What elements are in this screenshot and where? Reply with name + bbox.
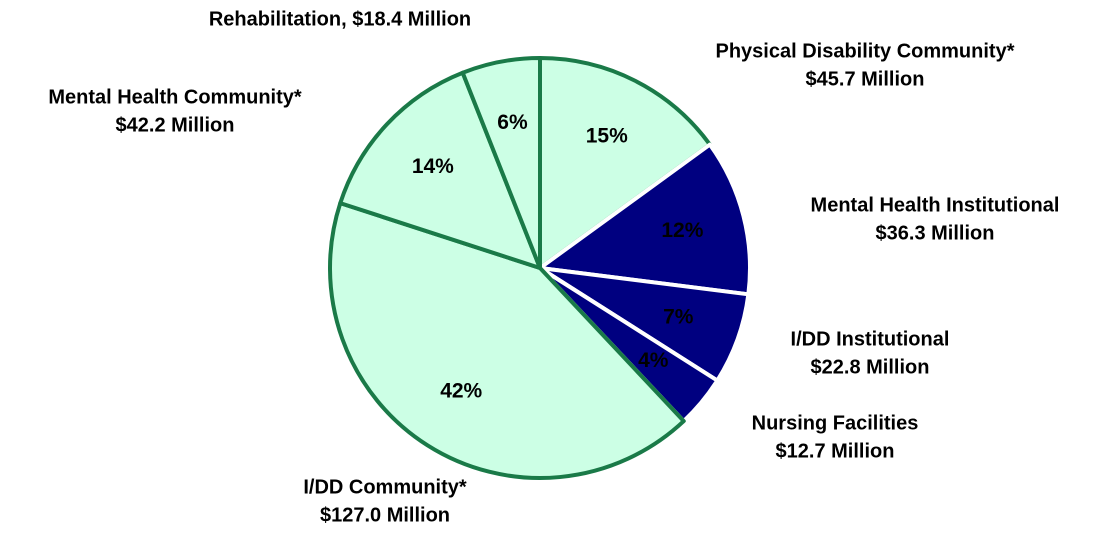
category-label: I/DD Community* — [303, 476, 467, 498]
category-label: Nursing Facilities — [752, 412, 919, 434]
category-label: $36.3 Million — [876, 222, 995, 244]
pie-slice — [538, 56, 712, 270]
slice-label: 42% — [440, 380, 482, 403]
category-label: Physical Disability Community* — [716, 40, 1015, 62]
category-label: I/DD Institutional — [791, 328, 950, 350]
slice-label: 14% — [412, 155, 454, 178]
category-label: $45.7 Million — [806, 68, 925, 90]
category-label: Rehabilitation, $18.4 Million — [209, 8, 471, 30]
category-label: $22.8 Million — [811, 356, 930, 378]
pie-slice — [538, 142, 752, 297]
category-label: $127.0 Million — [320, 504, 450, 526]
slice-label: 7% — [663, 305, 694, 328]
category-label: $42.2 Million — [116, 114, 235, 136]
category-label: $12.7 Million — [776, 440, 895, 462]
slice-label: 12% — [661, 219, 703, 242]
pie-slice — [328, 201, 686, 480]
slice-label: 15% — [586, 125, 628, 148]
pie-slice — [338, 70, 542, 270]
category-label: Mental Health Institutional — [811, 194, 1060, 216]
pie-slice — [460, 56, 542, 270]
slice-label: 6% — [497, 111, 528, 134]
slice-label: 4% — [638, 349, 669, 372]
category-label: Mental Health Community* — [48, 86, 302, 108]
